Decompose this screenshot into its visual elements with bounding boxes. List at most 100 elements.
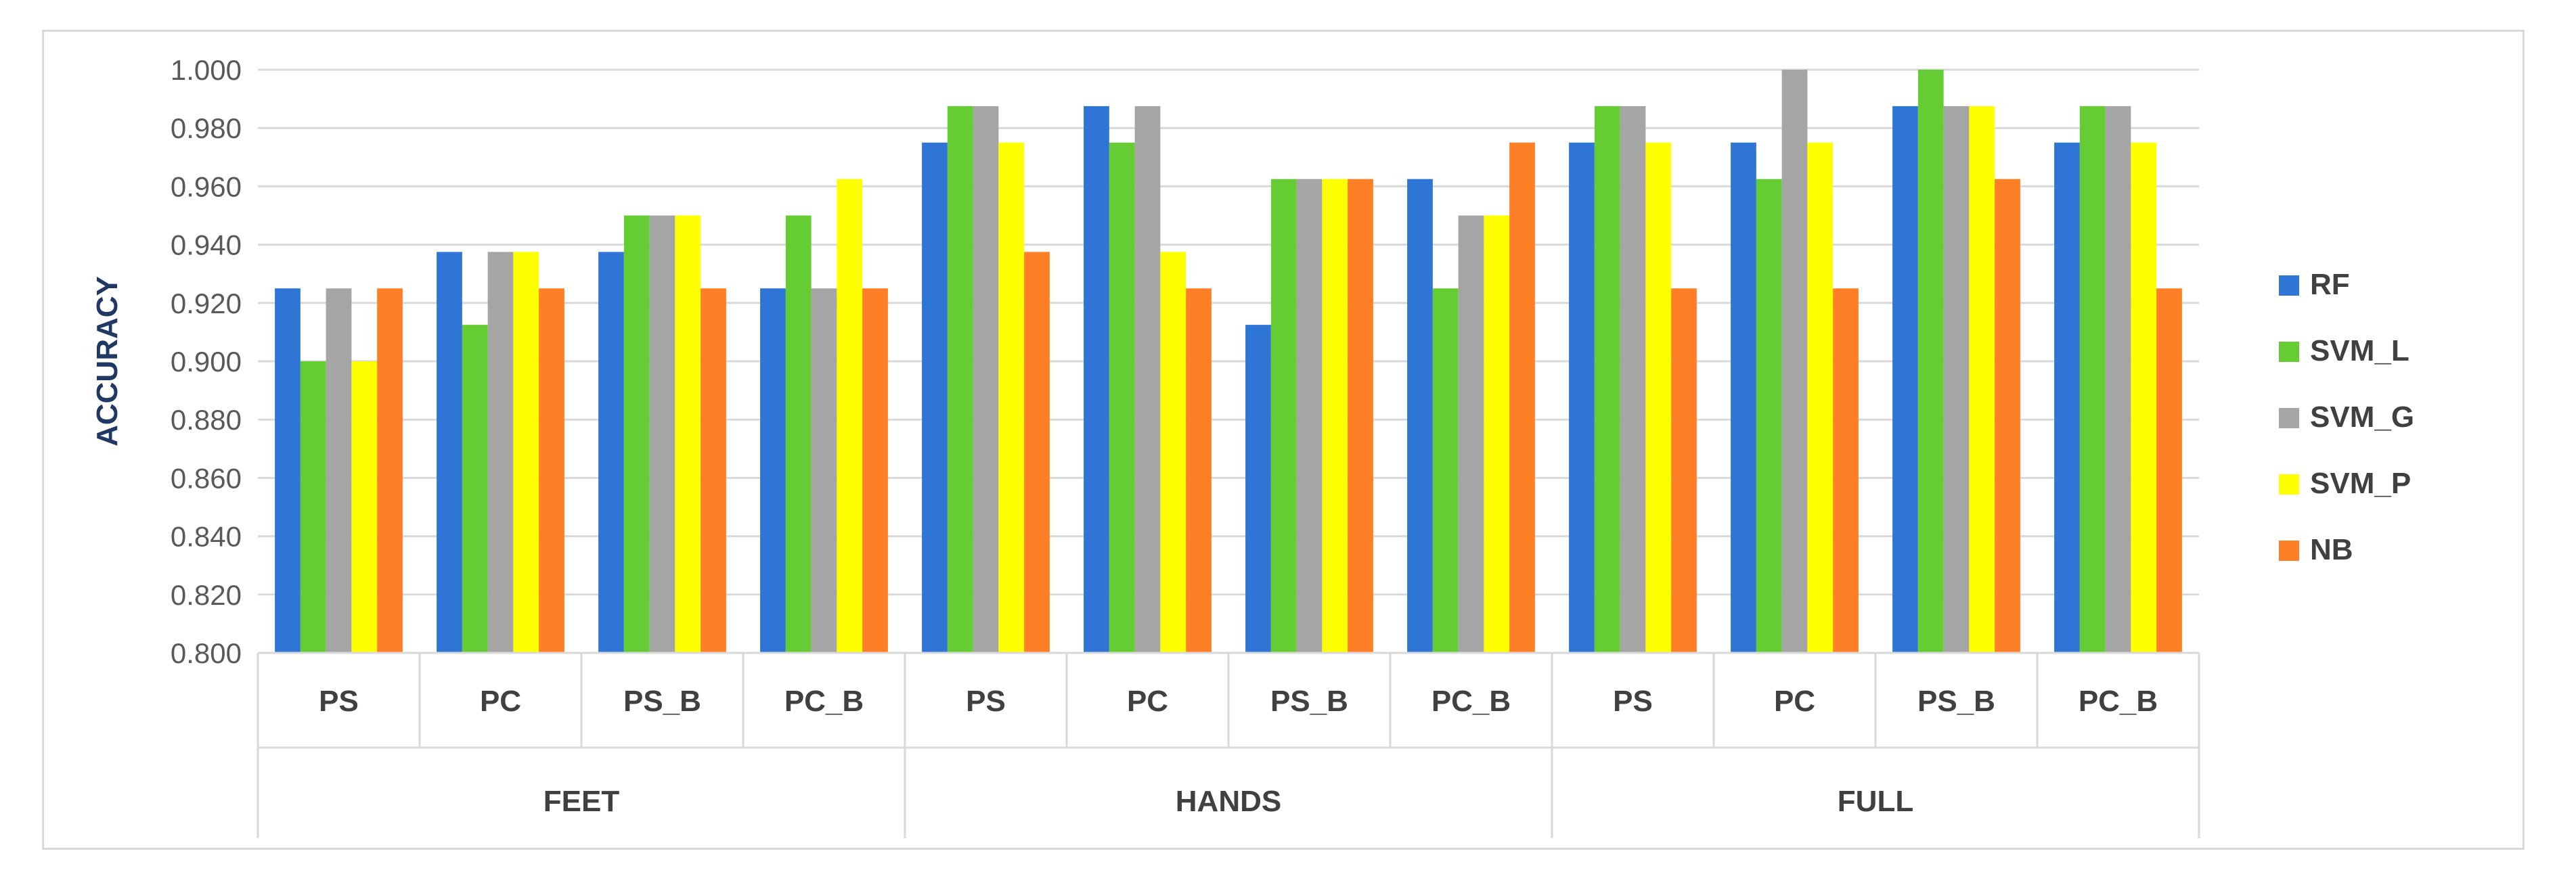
bar-svm-g — [973, 106, 999, 653]
bar-svm-p — [1969, 106, 1995, 653]
bar-svm-l — [462, 325, 488, 653]
y-tick-label: 0.900 — [171, 346, 242, 378]
x-category-label: PS — [966, 685, 1006, 718]
bar-svm-p — [2131, 142, 2157, 653]
bar-nb — [1509, 142, 1535, 653]
bar-svm-l — [1109, 142, 1135, 653]
x-group-label: HANDS — [1176, 785, 1281, 818]
bar-svm-g — [1620, 106, 1646, 653]
x-category-label: PC — [480, 685, 521, 718]
y-tick-label: 0.820 — [171, 579, 242, 611]
bar-nb — [539, 288, 564, 653]
y-tick-label: 0.920 — [171, 288, 242, 319]
bar-svm-p — [1807, 142, 1834, 653]
bar-nb — [1995, 179, 2020, 653]
chart-frame: 0.800 0.820 0.840 0.860 0.880 0.900 0.920 0.940… — [42, 30, 2525, 850]
x-category-label: PC — [1127, 685, 1168, 718]
bar-rf — [1245, 325, 1271, 653]
bar-nb — [1671, 288, 1697, 653]
x-category-label: PS_B — [1917, 685, 1995, 718]
y-tick-label: 0.980 — [171, 112, 242, 144]
bar-nb — [1833, 288, 1859, 653]
bar-nb — [1348, 179, 1373, 653]
bar-rf — [1569, 142, 1595, 653]
axes — [257, 652, 2200, 838]
bar-svm-g — [2105, 106, 2131, 653]
bars — [275, 70, 2182, 653]
bar-rf — [1084, 106, 1109, 653]
accuracy-bar-chart: 0.800 0.820 0.840 0.860 0.880 0.900 0.920 0.940… — [91, 54, 2414, 838]
bar-nb — [1024, 252, 1050, 653]
bar-svm-l — [785, 215, 812, 653]
legend-swatch-rf — [2279, 275, 2299, 296]
bar-nb — [377, 288, 403, 653]
bar-nb — [2156, 288, 2182, 653]
bar-svm-p — [1322, 179, 1348, 653]
y-tick-label: 0.940 — [171, 229, 242, 261]
bar-rf — [275, 288, 301, 653]
bar-nb — [1186, 288, 1212, 653]
bar-rf — [760, 288, 786, 653]
bar-svm-l — [1756, 179, 1782, 653]
x-category-label: PC_B — [2079, 685, 2158, 718]
x-category-label: PS_B — [1270, 685, 1348, 718]
x-category-label: PS — [1613, 685, 1653, 718]
x-category-labels: PS PC PS_B PC_B PS PC PS_B PC_B PS PC PS_B PC_B FEET… — [319, 685, 2158, 818]
bar-rf — [437, 252, 462, 653]
legend-swatch-nb — [2279, 541, 2299, 561]
y-tick-labels: 0.800 0.820 0.840 0.860 0.880 0.900 0.920 0.940… — [171, 54, 242, 669]
legend-label: RF — [2310, 268, 2350, 301]
bar-svm-l — [300, 361, 326, 653]
bar-svm-g — [811, 288, 837, 653]
legend-label: SVM_L — [2310, 334, 2410, 367]
bar-svm-p — [1160, 252, 1186, 653]
legend-swatch-svm-g — [2279, 408, 2299, 428]
legend-swatch-svm-l — [2279, 342, 2299, 362]
x-category-label: PC_B — [1431, 685, 1511, 718]
legend-swatch-svm-p — [2279, 474, 2299, 495]
bar-rf — [1731, 142, 1756, 653]
x-category-label: PS_B — [623, 685, 701, 718]
bar-rf — [922, 142, 948, 653]
bar-svm-l — [1432, 288, 1459, 653]
bar-svm-l — [947, 106, 973, 653]
bar-svm-g — [1296, 179, 1323, 653]
bar-nb — [862, 288, 888, 653]
bar-rf — [598, 252, 624, 653]
x-group-label: FULL — [1838, 785, 1913, 818]
bar-svm-g — [1458, 215, 1484, 653]
bar-svm-p — [837, 179, 863, 653]
x-category-label: PC — [1774, 685, 1815, 718]
x-group-label: FEET — [543, 785, 620, 818]
bar-svm-l — [1594, 106, 1620, 653]
bar-svm-g — [326, 288, 352, 653]
y-tick-label: 0.800 — [171, 637, 242, 669]
bar-svm-l — [1917, 70, 1944, 653]
bar-svm-g — [649, 215, 675, 653]
y-tick-label: 0.840 — [171, 521, 242, 553]
bar-svm-l — [1270, 179, 1297, 653]
bar-svm-p — [351, 361, 378, 653]
x-category-label: PC_B — [784, 685, 864, 718]
bar-svm-g — [1943, 106, 1970, 653]
bar-rf — [2054, 142, 2080, 653]
bar-svm-l — [623, 215, 650, 653]
bar-svm-p — [998, 142, 1025, 653]
bar-nb — [701, 288, 726, 653]
bar-svm-g — [487, 252, 514, 653]
bar-svm-p — [513, 252, 539, 653]
bar-svm-p — [675, 215, 701, 653]
y-tick-label: 0.860 — [171, 462, 242, 494]
legend: RF SVM_L SVM_G SVM_P NB — [2279, 268, 2414, 566]
y-axis-title: ACCURACY — [91, 276, 124, 447]
legend-label: SVM_P — [2310, 467, 2411, 500]
bar-svm-p — [1484, 215, 1510, 653]
bar-rf — [1407, 179, 1433, 653]
y-tick-label: 0.960 — [171, 170, 242, 202]
bar-svm-p — [1645, 142, 1672, 653]
bar-rf — [1892, 106, 1918, 653]
gridlines — [258, 68, 2199, 654]
bar-svm-l — [2079, 106, 2106, 653]
x-category-label: PS — [319, 685, 359, 718]
bar-svm-g — [1781, 70, 1808, 653]
